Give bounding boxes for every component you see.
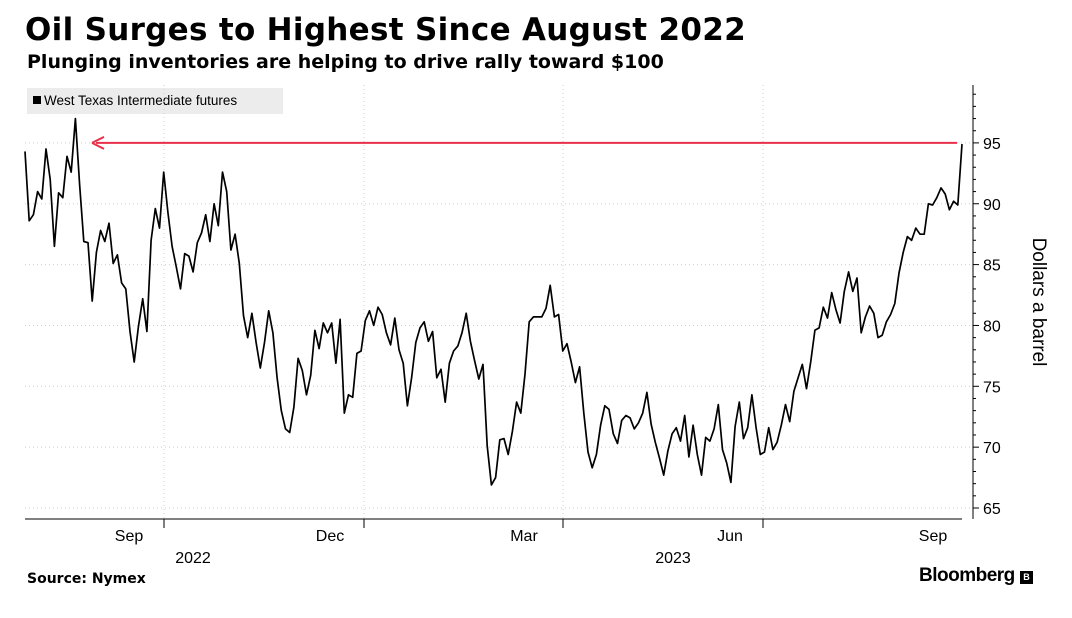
- y-tick-label: 95: [983, 136, 1001, 153]
- legend-label: West Texas Intermediate futures: [44, 93, 238, 108]
- bloomberg-terminal-icon: B: [1019, 571, 1033, 584]
- chart-title: Oil Surges to Highest Since August 2022: [25, 12, 746, 48]
- y-tick-label: 90: [983, 197, 1001, 214]
- y-axis-label: Dollars a barrel: [1028, 238, 1049, 367]
- legend-swatch-icon: [33, 96, 41, 104]
- x-year-label: 2023: [655, 550, 691, 567]
- y-tick-label: 75: [983, 379, 1001, 396]
- y-tick-label: 70: [983, 440, 1001, 457]
- y-tick-label: 80: [983, 318, 1001, 335]
- brand-name: Bloomberg: [919, 565, 1015, 586]
- grid: [25, 85, 973, 519]
- x-tick-label: Jun: [717, 528, 743, 545]
- x-tick-label: Sep: [115, 528, 144, 545]
- x-tick-label: Dec: [316, 528, 344, 545]
- legend: West Texas Intermediate futures: [27, 88, 283, 114]
- chart-subtitle: Plunging inventories are helping to driv…: [27, 51, 664, 73]
- x-tick-label: Sep: [919, 528, 948, 545]
- arrow-head-icon: [91, 136, 105, 150]
- y-tick-label: 85: [983, 258, 1001, 275]
- series-line-wti: [24, 117, 963, 486]
- brand-logo: Bloomberg B: [919, 565, 1033, 587]
- source-note: Source: Nymex: [27, 571, 146, 587]
- y-ticks: 65 70 75 80 85 90 95: [973, 93, 1001, 518]
- reference-arrow: [91, 136, 957, 150]
- x-ticks: Sep Dec Mar Jun Sep 2022 2023: [115, 519, 948, 567]
- x-tick-label: Mar: [510, 528, 538, 545]
- y-tick-label: 65: [983, 501, 1001, 518]
- x-year-label: 2022: [175, 550, 211, 567]
